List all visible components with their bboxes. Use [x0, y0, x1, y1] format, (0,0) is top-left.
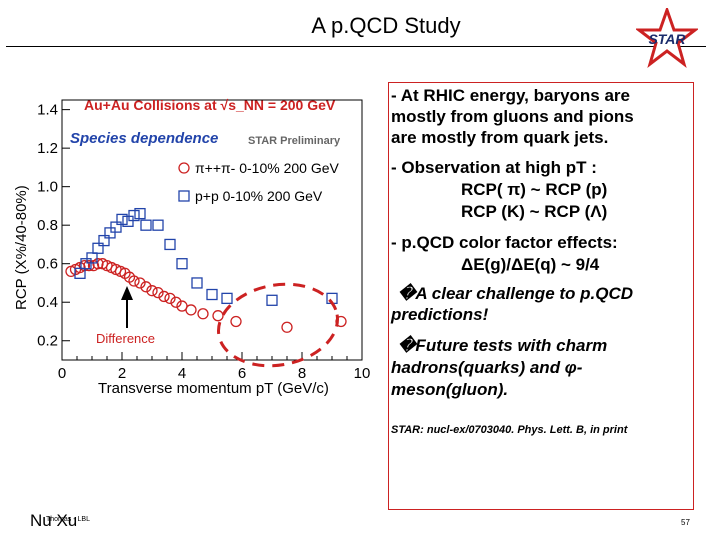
x-tick-label: 4: [178, 365, 186, 382]
proton-point: [266, 294, 278, 306]
rcp-chart: 0 2 4 6 8 10 0.2 0.4 0.6 0.8 1.0 1.2 1.4 Au+Au Colli…: [13, 97, 371, 397]
legend-square-icon: [178, 190, 190, 202]
proton-point: [191, 277, 203, 289]
highlight-ellipse: [217, 282, 339, 368]
y-axis-label: RCP (X%/40-80%): [13, 185, 30, 310]
slide-title: A p.QCD Study: [311, 13, 461, 38]
y-tick-label: 0.6: [37, 256, 58, 273]
pion-point: [152, 286, 164, 299]
conclusion-1-line-2: predictions!: [391, 305, 489, 324]
conclusion-2-line-1: �Future tests with charm: [398, 336, 608, 355]
conclusion-1-line-1: �A clear challenge to p.QCD: [398, 284, 634, 303]
x-tick-label: 6: [238, 365, 246, 382]
footer-page-number: 57: [681, 518, 690, 527]
reference-text: STAR: nucl-ex/0703040. Phys. Lett. B, in…: [391, 424, 628, 436]
pion-point: [185, 304, 197, 316]
figure-header: Au+Au Collisions at √s_NN = 200 GeV: [84, 97, 336, 113]
bullet-1-line-3: are mostly from quark jets.: [391, 128, 609, 147]
footer-author: Nu Xu: [30, 511, 78, 530]
y-tick-label: 0.8: [37, 217, 58, 234]
text-box: [388, 82, 694, 510]
pion-point: [128, 275, 140, 287]
footer-affiliation: Thomas - LBL: [46, 516, 90, 523]
bullet-2-line-1: - Observation at high pT :: [391, 158, 597, 177]
figure-panel: 0 2 4 6 8 10 0.2 0.4 0.6 0.8 1.0 1.2 1.4 Au+Au Colli…: [0, 88, 390, 408]
pion-point: [146, 285, 158, 297]
x-tick-label: 8: [298, 365, 306, 382]
proton-point: [98, 234, 110, 247]
proton-point: [221, 292, 233, 305]
proton-point: [152, 219, 164, 231]
proton-point: [86, 252, 98, 264]
proton-point: [74, 267, 86, 279]
y-tick-label: 0.4: [37, 294, 58, 311]
bullet-3-line-2: ΔE(g)/ΔE(q) ~ 9/4: [461, 255, 600, 274]
x-tick-label: 0: [58, 365, 66, 382]
proton-point: [164, 238, 176, 251]
bullet-3-line-1: - p.QCD color factor effects:: [391, 233, 618, 252]
y-tick-label: 0.2: [37, 333, 58, 350]
difference-arrowhead-icon: [121, 286, 133, 300]
proton-point: [134, 207, 146, 220]
proton-point: [104, 227, 116, 239]
pion-point: [197, 308, 209, 320]
title-divider: [6, 46, 706, 47]
preliminary-label: STAR Preliminary: [248, 135, 341, 147]
conclusion-2-line-2: hadrons(quarks) and φ-: [391, 358, 583, 377]
proton-point: [80, 258, 92, 270]
pion-point: [212, 310, 224, 322]
logo-star-shape: [636, 8, 698, 68]
bullet-2-line-2: RCP( π) ~ RCP (p): [461, 180, 608, 199]
proton-point: [176, 258, 188, 270]
figure-subtitle: Species dependence: [70, 130, 218, 147]
pion-point: [134, 277, 146, 289]
conclusion-2-line-3: meson(gluon).: [391, 380, 509, 399]
proton-point: [92, 242, 104, 254]
pion-point: [164, 292, 176, 305]
pion-point: [230, 315, 242, 328]
bullet-1-line-2: mostly from gluons and pions: [391, 107, 634, 126]
legend-proton-label: p+p 0-10% 200 GeV: [195, 188, 323, 204]
star-logo-icon: STAR: [636, 8, 698, 68]
proton-point: [128, 209, 140, 222]
x-tick-label: 2: [118, 365, 126, 382]
bullet-2-line-3: RCP (K) ~ RCP (Λ): [461, 202, 608, 221]
difference-label: Difference: [96, 331, 155, 346]
legend-pion-label: π++π- 0-10% 200 GeV: [195, 160, 340, 176]
y-tick-label: 1.2: [37, 140, 58, 157]
bullet-1-line-1: - At RHIC energy, baryons are: [391, 86, 631, 105]
y-tick-label: 1.4: [37, 102, 58, 119]
proton-point: [110, 221, 122, 233]
proton-point: [140, 219, 152, 231]
proton-point: [116, 213, 128, 226]
proton-point: [122, 215, 134, 227]
pion-point: [158, 290, 170, 303]
pion-point: [281, 321, 293, 333]
x-axis-label: Transverse momentum pT (GeV/c): [98, 380, 329, 397]
legend-circle-icon: [178, 162, 190, 174]
y-tick-label: 1.0: [37, 179, 58, 196]
pion-point: [140, 281, 152, 293]
pion-point: [170, 296, 182, 308]
proton-point: [206, 288, 218, 301]
logo-text: STAR: [648, 31, 686, 47]
x-tick-label: 10: [354, 365, 371, 382]
